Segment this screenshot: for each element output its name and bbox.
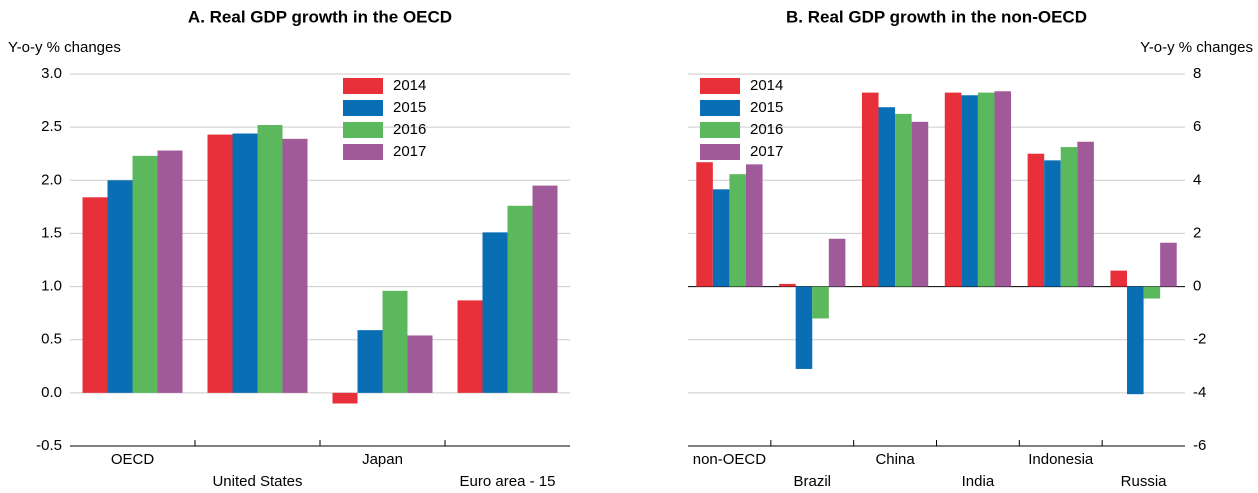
bar — [977, 92, 995, 287]
y-tick-label: 1.0 — [41, 278, 62, 295]
y-tick-label: 8 — [1193, 65, 1201, 82]
bar — [944, 92, 962, 287]
y-axis-label: Y-o-y % changes — [8, 39, 121, 56]
bar — [895, 113, 912, 287]
y-tick-label: -2 — [1193, 331, 1206, 348]
bar — [1160, 242, 1177, 287]
y-tick-label: 0 — [1193, 278, 1201, 295]
y-tick-label: 0.0 — [41, 384, 62, 401]
legend-swatch — [700, 100, 740, 116]
bar — [1143, 286, 1161, 299]
bar — [729, 174, 746, 287]
bar — [878, 107, 896, 287]
legend-swatch — [343, 122, 383, 138]
legend-label: 2014 — [393, 77, 426, 94]
y-tick-label: 2.5 — [41, 118, 62, 135]
bar — [1044, 160, 1061, 287]
bar — [1060, 147, 1078, 287]
bar — [696, 162, 713, 287]
bar — [407, 335, 433, 393]
y-tick-label: 1.5 — [41, 224, 62, 241]
legend-swatch — [700, 144, 740, 160]
y-tick-label: 0.5 — [41, 331, 62, 348]
x-tick-label: OECD — [111, 451, 155, 468]
bar — [1110, 270, 1128, 287]
bar — [157, 150, 183, 393]
y-tick-label: 6 — [1193, 118, 1201, 135]
legend-label: 2014 — [750, 77, 783, 94]
x-tick-label: Brazil — [793, 473, 831, 490]
legend-label: 2016 — [750, 121, 783, 138]
bar — [532, 185, 558, 393]
bar — [207, 134, 233, 393]
bar — [812, 286, 829, 319]
legend-label: 2016 — [393, 121, 426, 138]
y-tick-label: 2.0 — [41, 171, 62, 188]
y-tick-label: -6 — [1193, 437, 1206, 454]
legend-label: 2015 — [750, 99, 783, 116]
bar — [82, 197, 108, 393]
bar — [861, 92, 879, 287]
legend-swatch — [343, 78, 383, 94]
y-tick-label: -4 — [1193, 384, 1206, 401]
bar — [1077, 141, 1094, 287]
y-tick-label: 2 — [1193, 224, 1201, 241]
y-tick-label: 4 — [1193, 171, 1201, 188]
bar — [1027, 153, 1045, 287]
legend-swatch — [700, 122, 740, 138]
bar — [828, 238, 846, 287]
bar — [457, 300, 483, 393]
bar — [257, 125, 283, 393]
x-tick-label: non-OECD — [693, 451, 767, 468]
bar — [132, 155, 158, 393]
legend-swatch — [343, 100, 383, 116]
bar — [357, 330, 383, 393]
x-tick-label: Russia — [1121, 473, 1168, 490]
legend-swatch — [700, 78, 740, 94]
x-tick-label: Japan — [362, 451, 403, 468]
y-tick-label: -0.5 — [36, 437, 62, 454]
chart-title: A. Real GDP growth in the OECD — [188, 7, 452, 26]
bar — [779, 283, 796, 287]
bar — [994, 91, 1012, 287]
legend-label: 2017 — [750, 143, 783, 160]
chart-title: B. Real GDP growth in the non-OECD — [786, 7, 1087, 26]
bar — [507, 205, 533, 393]
bar — [332, 392, 358, 404]
bar — [911, 121, 929, 287]
x-tick-label: Euro area - 15 — [460, 473, 556, 490]
bar — [282, 138, 308, 393]
bar — [232, 133, 258, 393]
y-tick-label: 3.0 — [41, 65, 62, 82]
bar — [482, 232, 508, 393]
x-tick-label: India — [962, 473, 995, 490]
y-axis-label: Y-o-y % changes — [1140, 39, 1253, 56]
legend-label: 2017 — [393, 143, 426, 160]
x-tick-label: Indonesia — [1028, 451, 1094, 468]
bar — [382, 290, 408, 393]
bar — [107, 180, 133, 393]
x-tick-label: China — [875, 451, 915, 468]
bar — [795, 286, 813, 369]
legend-label: 2015 — [393, 99, 426, 116]
bar — [961, 95, 978, 287]
bar — [745, 164, 763, 287]
x-tick-label: United States — [212, 473, 302, 490]
bar — [1127, 286, 1144, 395]
legend-swatch — [343, 144, 383, 160]
bar — [712, 189, 730, 287]
